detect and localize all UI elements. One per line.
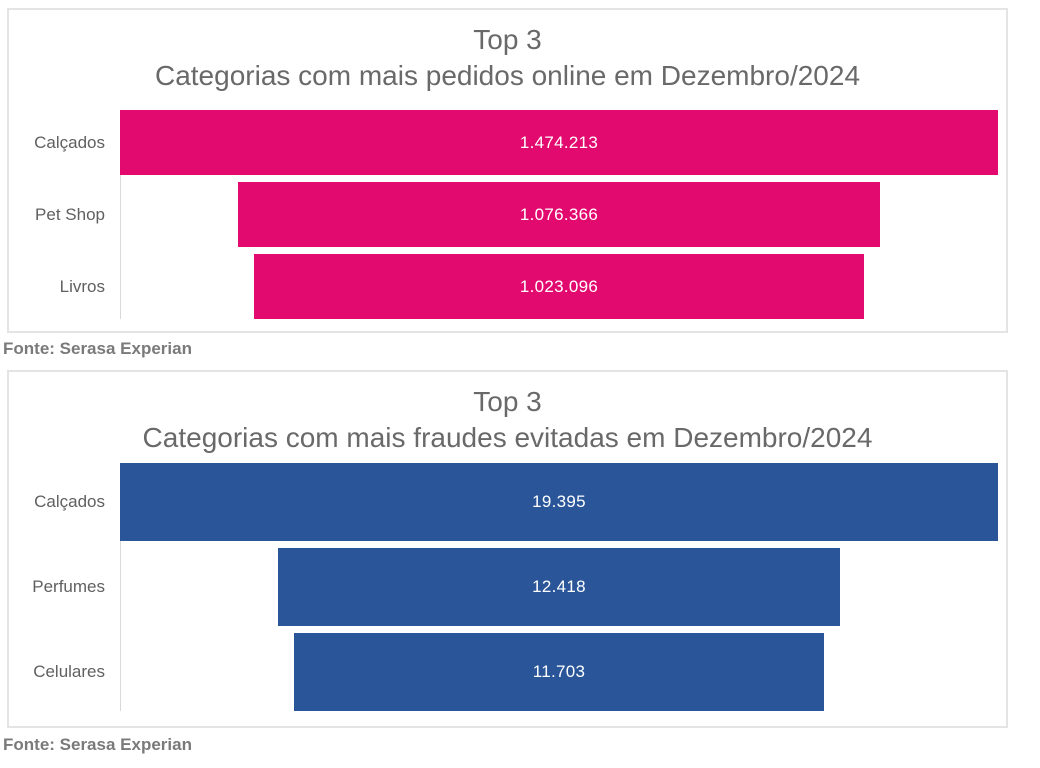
funnel-row: Celulares 11.703 [9,633,998,711]
bar-track: 11.703 [120,633,998,711]
value-label: 19.395 [532,492,586,511]
source-note-pedidos: Fonte: Serasa Experian [3,339,192,358]
funnel-bar: 11.703 [294,633,824,711]
value-label: 11.703 [532,662,586,681]
bar-track: 1.023.096 [120,254,998,319]
bar-track: 1.474.213 [120,110,998,175]
category-label: Perfumes [32,577,105,596]
y-axis-line [120,110,121,319]
funnel-bar: 19.395 [120,463,998,541]
funnel-chart-pedidos: Calçados 1.474.213 Pet Shop 1.076.366 Livros… [9,110,998,319]
chart-title-line2: Categorias com mais pedidos online em De… [154,60,861,91]
funnel-bar: 1.023.096 [254,254,864,319]
category-label: Calçados [34,132,105,152]
funnel-row: Calçados 1.474.213 [9,110,998,175]
funnel-row: Calçados 19.395 [9,463,998,541]
bar-track: 1.076.366 [120,182,998,247]
value-label: 12.418 [532,577,586,596]
category-label: Calçados [34,492,105,511]
value-label: 1.076.366 [519,204,599,224]
funnel-bar: 1.076.366 [238,182,880,247]
bar-track: 19.395 [120,463,998,541]
funnel-bar: 1.474.213 [120,110,998,175]
y-axis-line [120,463,121,711]
chart-title-pedidos: Top 3 Categorias com mais pedidos online… [9,22,1006,94]
chart-title-fraudes: Top 3 Categorias com mais fraudes evitad… [9,384,1006,456]
funnel-row: Pet Shop 1.076.366 [9,182,998,247]
panel-pedidos-online: Top 3 Categorias com mais pedidos online… [7,8,1008,333]
value-label: 1.023.096 [519,276,599,296]
category-label: Pet Shop [35,204,105,224]
funnel-row: Livros 1.023.096 [9,254,998,319]
panel-fraudes-evitadas: Top 3 Categorias com mais fraudes evitad… [7,370,1008,728]
category-label: Livros [59,276,105,296]
value-label: 1.474.213 [519,132,599,152]
funnel-chart-fraudes: Calçados 19.395 Perfumes 12.418 Celulares 11.… [9,463,998,711]
chart-title-line1: Top 3 [473,386,542,417]
bar-track: 12.418 [120,548,998,626]
funnel-bar: 12.418 [277,548,841,626]
chart-title-line2: Categorias com mais fraudes evitadas em … [142,422,873,453]
funnel-row: Perfumes 12.418 [9,548,998,626]
category-label: Celulares [33,662,105,681]
source-note-fraudes: Fonte: Serasa Experian [3,735,192,754]
chart-title-line1: Top 3 [473,24,542,55]
